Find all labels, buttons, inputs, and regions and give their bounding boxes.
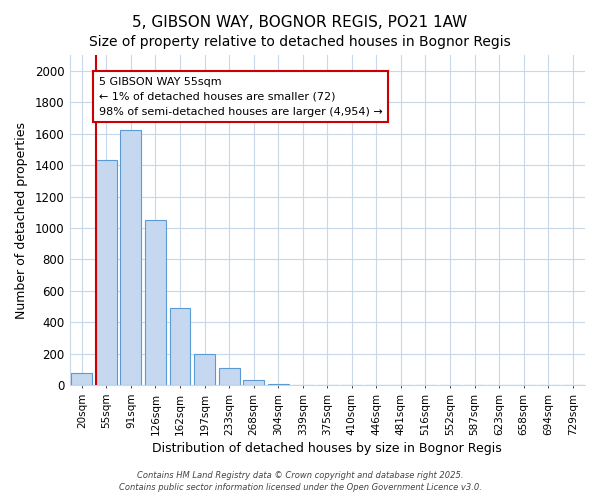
X-axis label: Distribution of detached houses by size in Bognor Regis: Distribution of detached houses by size … <box>152 442 502 455</box>
Bar <box>71 372 92 386</box>
Bar <box>170 308 190 386</box>
Bar <box>121 130 142 386</box>
Text: Size of property relative to detached houses in Bognor Regis: Size of property relative to detached ho… <box>89 35 511 49</box>
Y-axis label: Number of detached properties: Number of detached properties <box>15 122 28 318</box>
Bar <box>218 368 239 386</box>
Bar <box>194 354 215 386</box>
Text: 5 GIBSON WAY 55sqm
← 1% of detached houses are smaller (72)
98% of semi-detached: 5 GIBSON WAY 55sqm ← 1% of detached hous… <box>98 77 382 116</box>
Bar <box>268 384 289 386</box>
Bar <box>145 220 166 386</box>
Text: 5, GIBSON WAY, BOGNOR REGIS, PO21 1AW: 5, GIBSON WAY, BOGNOR REGIS, PO21 1AW <box>133 15 467 30</box>
Text: Contains HM Land Registry data © Crown copyright and database right 2025.
Contai: Contains HM Land Registry data © Crown c… <box>119 470 481 492</box>
Bar <box>243 380 264 386</box>
Bar <box>96 160 117 386</box>
